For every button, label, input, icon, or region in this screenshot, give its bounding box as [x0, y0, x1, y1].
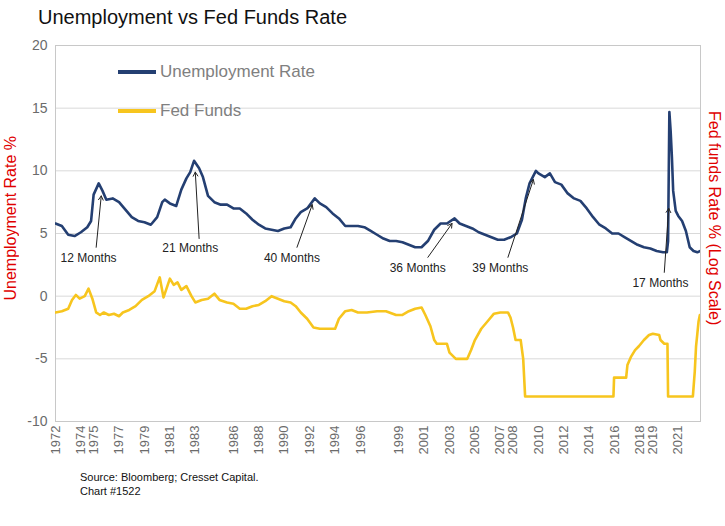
svg-text:0: 0	[40, 288, 48, 304]
svg-text:21 Months: 21 Months	[162, 241, 218, 255]
svg-text:1999: 1999	[391, 426, 406, 455]
svg-text:1972: 1972	[48, 426, 63, 455]
html-text:Unemployment vs Fed Funds Rate: Unemployment vs Fed Funds Rate	[38, 6, 347, 28]
html-text:Chart #1522: Chart #1522	[80, 485, 141, 497]
svg-text:2021: 2021	[670, 426, 685, 455]
html-text:Unemployment Rate %: Unemployment Rate %	[2, 135, 19, 301]
svg-text:1986: 1986	[226, 426, 241, 455]
svg-text:1981: 1981	[162, 426, 177, 455]
svg-text:2010: 2010	[531, 426, 546, 455]
svg-text:1994: 1994	[327, 426, 342, 455]
svg-text:1990: 1990	[276, 426, 291, 455]
svg-text:15: 15	[32, 100, 48, 116]
svg-text:5: 5	[40, 225, 48, 241]
svg-text:1983: 1983	[187, 426, 202, 455]
svg-text:1996: 1996	[353, 426, 368, 455]
svg-text:36 Months: 36 Months	[390, 261, 446, 275]
html-text:Source: Bloomberg; Cresset Cap: Source: Bloomberg; Cresset Capital.	[80, 471, 259, 483]
svg-text:17 Months: 17 Months	[632, 276, 688, 290]
svg-text:1975: 1975	[86, 426, 101, 455]
svg-text:2012: 2012	[556, 426, 571, 455]
svg-text:1992: 1992	[302, 426, 317, 455]
svg-text:1974: 1974	[73, 425, 89, 455]
svg-text:2001: 2001	[416, 426, 431, 455]
svg-text:40 Months: 40 Months	[264, 251, 320, 265]
html-text:Fed funds Rate % (Log Scale): Fed funds Rate % (Log Scale)	[706, 110, 723, 326]
svg-text:10: 10	[32, 162, 48, 178]
svg-text:2008: 2008	[505, 426, 520, 455]
svg-text:-10: -10	[27, 413, 47, 429]
svg-text:20: 20	[32, 37, 48, 53]
svg-text:2018: 2018	[632, 425, 648, 455]
svg-text:2007: 2007	[492, 425, 508, 455]
svg-text:2003: 2003	[442, 426, 457, 455]
svg-text:1979: 1979	[137, 426, 152, 455]
html-text:Unemployment Rate: Unemployment Rate	[160, 61, 315, 81]
html-text:Fed Funds: Fed Funds	[160, 100, 242, 120]
svg-text:1988: 1988	[251, 426, 266, 455]
svg-text:1977: 1977	[111, 426, 126, 455]
svg-text:39 Months: 39 Months	[472, 261, 528, 275]
svg-text:12 Months: 12 Months	[61, 251, 117, 265]
svg-text:2019: 2019	[645, 426, 660, 455]
svg-text:-5: -5	[35, 350, 48, 366]
svg-text:2014: 2014	[581, 426, 596, 455]
svg-text:2005: 2005	[467, 426, 482, 455]
svg-text:2016: 2016	[607, 426, 622, 455]
